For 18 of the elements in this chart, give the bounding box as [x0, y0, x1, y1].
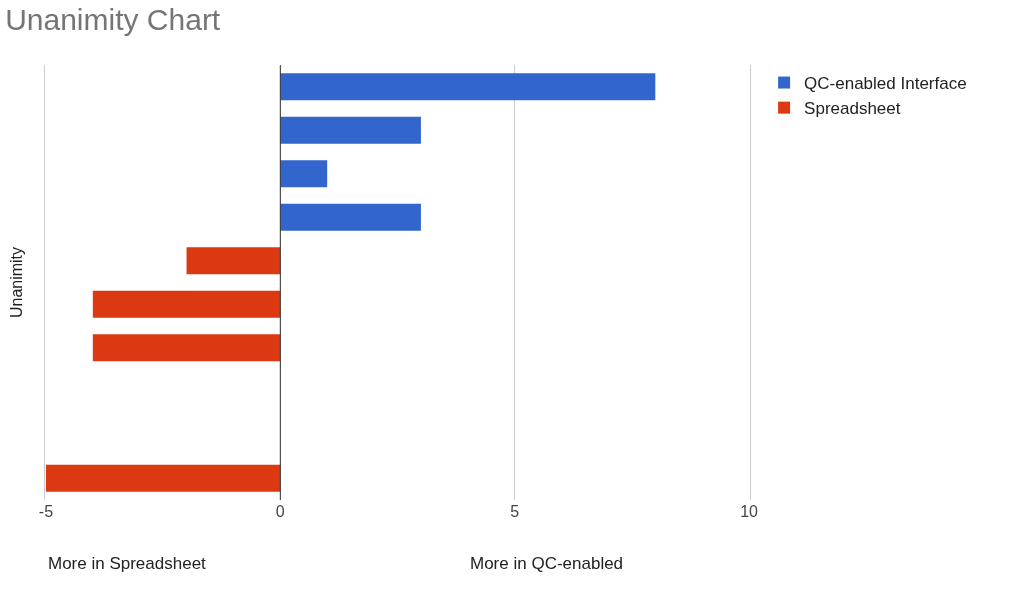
bar — [92, 334, 281, 362]
bar — [280, 116, 421, 144]
bar — [280, 203, 421, 231]
x-tick-label: 0 — [275, 503, 285, 520]
bar — [45, 464, 281, 492]
x-tick-label: 10 — [740, 503, 759, 520]
text: More in QC-enabled — [470, 554, 624, 573]
bar — [186, 247, 281, 275]
bar — [92, 290, 281, 318]
y-axis-title: Unanimity — [7, 246, 25, 319]
legend-label: Spreadsheet — [804, 99, 901, 119]
x-tick-label: -5 — [38, 503, 54, 520]
bar — [280, 160, 328, 188]
legend-label: QC-enabled Interface — [804, 74, 967, 94]
bar — [280, 73, 656, 101]
x-tick-label: 5 — [510, 503, 520, 520]
chart-title: Unanimity Chart — [5, 3, 221, 37]
text: More in Spreadsheet — [48, 554, 207, 573]
